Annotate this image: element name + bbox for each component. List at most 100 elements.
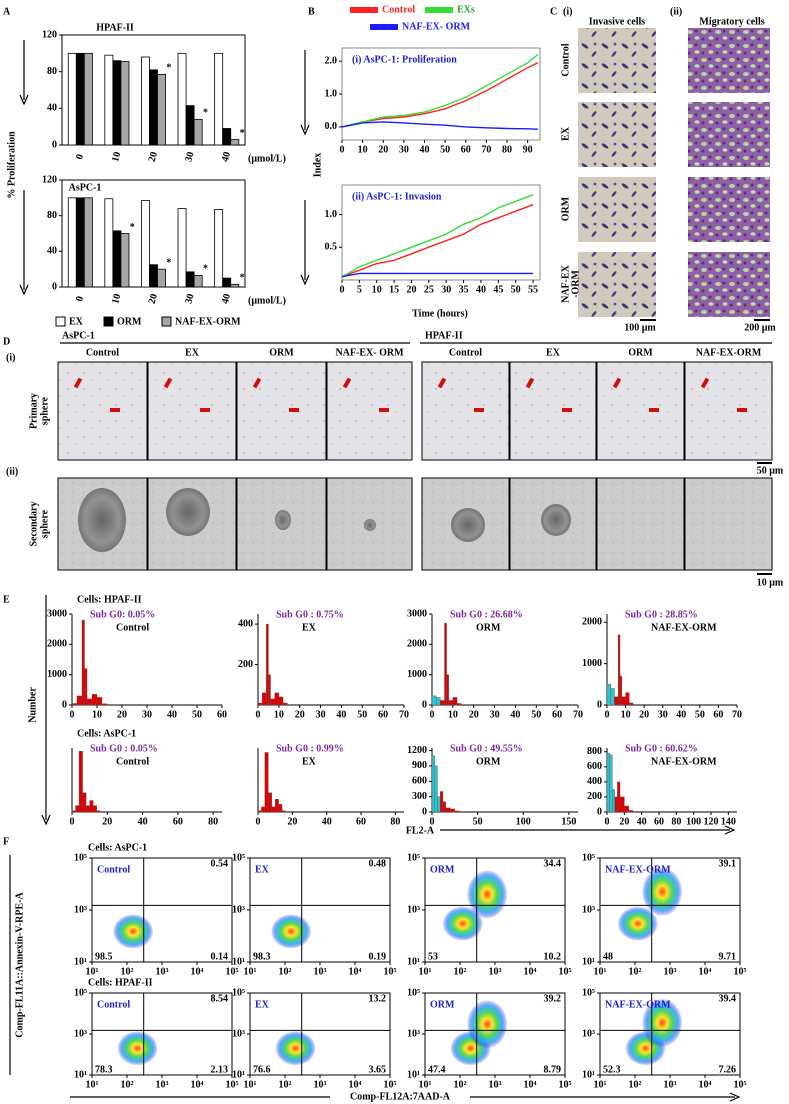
x-tick-label: 60 bbox=[378, 709, 388, 720]
y-tick-label: 200 bbox=[587, 791, 602, 802]
density-cluster bbox=[467, 870, 508, 919]
annotation: * bbox=[166, 63, 171, 74]
scale-label: 10 μm bbox=[757, 577, 784, 588]
y-tick-label: 10¹ bbox=[74, 1069, 87, 1080]
x-tick-label: 40 bbox=[336, 709, 346, 720]
x-tick-label: 10⁴ bbox=[699, 966, 712, 977]
bar bbox=[120, 233, 130, 288]
quadrant-value: 2.13 bbox=[211, 1064, 229, 1075]
scale-label: 200 μm bbox=[744, 322, 776, 333]
axis bbox=[431, 614, 578, 706]
axis bbox=[257, 748, 404, 813]
histogram-bar bbox=[92, 805, 97, 813]
marker bbox=[474, 408, 484, 412]
x-tick-label: 30 bbox=[399, 144, 409, 155]
panel-label: B bbox=[308, 6, 315, 17]
arrows bbox=[9, 40, 772, 1102]
x-tick-label: 50 bbox=[511, 284, 521, 295]
x-tick-label: 150 bbox=[561, 816, 576, 827]
marker bbox=[342, 377, 352, 389]
histogram-bar bbox=[282, 702, 288, 706]
histogram-bar bbox=[82, 792, 87, 813]
y-tick-label: 10³ bbox=[232, 904, 245, 915]
x-tick-label: 70 bbox=[732, 709, 742, 720]
line-series bbox=[341, 272, 534, 278]
scale-label: 100 μm bbox=[624, 322, 656, 333]
column-label: NAF-EX- ORM bbox=[335, 347, 404, 358]
y-tick-label: 1.0 bbox=[325, 88, 338, 99]
x-axis-label: (μmol/L) bbox=[248, 153, 286, 164]
marker bbox=[437, 377, 447, 389]
x-tick-label: 5 bbox=[357, 284, 362, 295]
column-label: EX bbox=[185, 347, 200, 358]
x-tick-label: 20 bbox=[102, 816, 112, 827]
histogram-bar bbox=[434, 765, 438, 813]
column-label: Migratory cells bbox=[699, 16, 764, 27]
x-tick-label: 10¹ bbox=[86, 966, 99, 977]
histogram-bar bbox=[85, 805, 90, 813]
annotation: * bbox=[240, 128, 245, 139]
annotation: * bbox=[240, 273, 245, 284]
x-tick-label: 10³ bbox=[489, 1079, 502, 1090]
legend-swatch bbox=[55, 316, 66, 327]
sample-label: Control bbox=[97, 999, 130, 1010]
x-tick-label: 45 bbox=[493, 284, 503, 295]
x-tick-label: 120 bbox=[704, 816, 719, 827]
histogram-bar bbox=[431, 755, 435, 813]
x-tick-label: 0 bbox=[605, 709, 610, 720]
histogram-bar bbox=[606, 753, 610, 813]
histogram-bar bbox=[261, 806, 266, 813]
bar bbox=[157, 74, 166, 146]
sample-label: NAF-EX-ORM bbox=[651, 622, 717, 633]
histogram-bar bbox=[442, 801, 446, 813]
x-tick-label: 25 bbox=[424, 284, 434, 295]
histogram-bar bbox=[78, 751, 83, 813]
x-tick-label: 0 bbox=[70, 816, 75, 827]
sphere bbox=[541, 504, 571, 536]
x-tick-label: 10² bbox=[121, 966, 134, 977]
row-label: sphere bbox=[39, 396, 50, 425]
x-tick-label: 55 bbox=[528, 284, 538, 295]
histogram-bar bbox=[81, 619, 85, 706]
quadrant-value: 53 bbox=[428, 951, 438, 962]
bar bbox=[149, 69, 158, 146]
y-tick-label: 10¹ bbox=[74, 956, 87, 967]
y-tick-label: 2000 bbox=[407, 639, 427, 650]
x-tick-label: 50 bbox=[695, 709, 705, 720]
x-tick-label: 60 bbox=[713, 709, 723, 720]
x-tick-label: 80 bbox=[208, 816, 218, 827]
histogram-bar bbox=[89, 800, 94, 813]
density-cluster bbox=[117, 1031, 158, 1066]
plot-frame bbox=[249, 992, 391, 1076]
histogram-bar bbox=[614, 796, 618, 813]
density-cluster bbox=[642, 867, 683, 916]
bar bbox=[120, 61, 130, 146]
plot-frame bbox=[249, 857, 391, 963]
bar bbox=[104, 54, 114, 146]
y-tick-label: 10³ bbox=[74, 904, 87, 915]
legend-swatch bbox=[161, 316, 172, 327]
marker bbox=[110, 408, 120, 412]
marker bbox=[252, 377, 262, 389]
marker bbox=[163, 377, 173, 389]
axis bbox=[257, 614, 404, 706]
x-tick-label: 80 bbox=[671, 816, 681, 827]
quadrant-value: 0.19 bbox=[369, 951, 387, 962]
marker bbox=[700, 377, 710, 389]
legend-swatch bbox=[103, 316, 114, 327]
y-tick-label: 0 bbox=[597, 699, 602, 710]
line-series bbox=[341, 54, 539, 128]
bar bbox=[230, 139, 240, 146]
x-tick-label: 10⁴ bbox=[191, 966, 204, 977]
histogram-bar bbox=[437, 796, 441, 813]
quadrant-value: 0.48 bbox=[369, 858, 387, 869]
x-tick-label: 60 bbox=[356, 816, 366, 827]
histogram-bar bbox=[274, 799, 279, 813]
y-tick-label: 80 bbox=[47, 66, 57, 77]
y-axis-label: % Proliferation bbox=[6, 131, 17, 199]
y-tick-label: 10³ bbox=[232, 1028, 245, 1039]
cells-header: Cells: AsPC-1 bbox=[77, 728, 136, 739]
sample-label: ORM bbox=[430, 999, 455, 1010]
legend-swatch bbox=[370, 24, 398, 30]
